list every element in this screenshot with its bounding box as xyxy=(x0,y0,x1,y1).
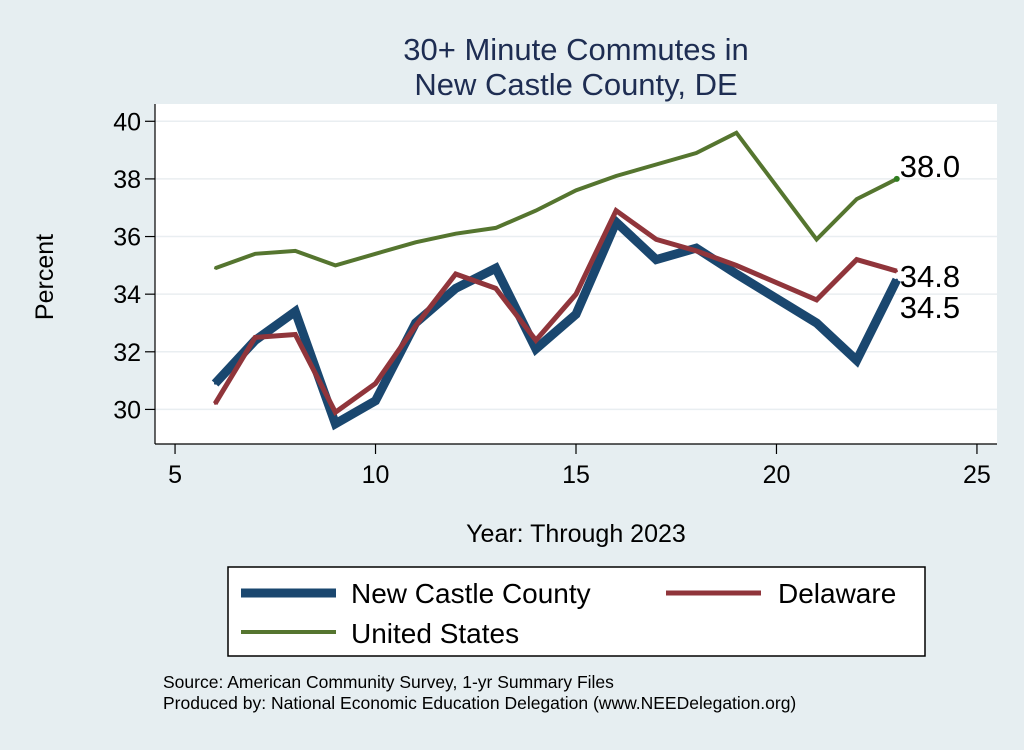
point-united-states-11 xyxy=(414,241,417,244)
point-new-castle-county-9 xyxy=(334,422,337,426)
point-united-states-19 xyxy=(735,131,738,135)
point-delaware-8 xyxy=(294,333,297,336)
legend-label-united-states: United States xyxy=(351,618,519,649)
point-delaware-15 xyxy=(574,292,578,296)
point-united-states-10 xyxy=(374,252,377,256)
point-new-castle-county-17 xyxy=(654,258,658,261)
legend-box xyxy=(227,566,926,657)
x-tick-label-15: 15 xyxy=(562,461,590,489)
point-united-states-15 xyxy=(574,189,578,192)
y-tick-label-30: 30 xyxy=(113,396,141,424)
source-note: Source: American Community Survey, 1-yr … xyxy=(163,672,614,692)
point-new-castle-county-13 xyxy=(494,267,498,270)
legend-label-new-castle-county: New Castle County xyxy=(351,578,591,609)
point-delaware-14 xyxy=(534,339,538,342)
y-tick-label-38: 38 xyxy=(113,166,141,194)
point-united-states-9 xyxy=(334,264,337,267)
end-labels: 38.0 34.834.5 xyxy=(893,149,960,325)
point-united-states-17 xyxy=(654,163,658,166)
point-new-castle-county-21 xyxy=(815,321,818,325)
point-united-states-16 xyxy=(614,174,618,178)
point-new-castle-county-19 xyxy=(735,272,738,276)
y-tick-label-32: 32 xyxy=(113,339,141,367)
point-united-states-7 xyxy=(254,252,257,256)
point-new-castle-county-15 xyxy=(574,313,578,316)
point-new-castle-county-16 xyxy=(614,220,618,224)
x-tick-label-20: 20 xyxy=(763,461,791,489)
point-delaware-16 xyxy=(614,209,618,212)
point-delaware-21 xyxy=(815,298,818,302)
produced-by-note: Produced by: National Economic Education… xyxy=(163,693,796,713)
point-new-castle-county-14 xyxy=(534,347,538,351)
point-united-states-14 xyxy=(534,209,538,212)
point-united-states-21 xyxy=(815,238,818,241)
point-delaware-23 xyxy=(895,269,898,273)
plot-area xyxy=(155,104,997,444)
point-delaware-9 xyxy=(334,411,337,414)
point-delaware-10 xyxy=(374,382,377,385)
x-tick-label-10: 10 xyxy=(362,461,390,489)
chart-title-line-2: New Castle County, DE xyxy=(414,67,737,102)
point-united-states-18 xyxy=(695,151,698,155)
point-delaware-6 xyxy=(213,402,217,405)
point-new-castle-county-8 xyxy=(294,310,297,313)
y-tick-label-36: 36 xyxy=(113,224,141,252)
y-axis-title: Percent xyxy=(31,234,59,320)
point-delaware-19 xyxy=(735,264,738,267)
point-new-castle-county-10 xyxy=(374,399,377,402)
end-label-delaware: 34.8 xyxy=(900,259,960,294)
series-lines xyxy=(211,130,901,431)
point-united-states-6 xyxy=(213,267,217,270)
point-new-castle-county-6 xyxy=(213,382,217,385)
end-label-new-castle-county: 34.5 xyxy=(900,290,960,325)
point-new-castle-county-12 xyxy=(454,287,457,290)
end-label-united-states: 38.0 xyxy=(900,149,960,184)
point-delaware-11 xyxy=(414,324,417,328)
point-united-states-8 xyxy=(294,249,297,253)
point-united-states-13 xyxy=(494,226,498,230)
point-delaware-13 xyxy=(494,287,498,290)
point-delaware-7 xyxy=(254,336,257,339)
point-new-castle-county-23 xyxy=(895,278,898,281)
x-axis-title: Year: Through 2023 xyxy=(466,520,686,548)
point-new-castle-county-22 xyxy=(855,359,858,362)
point-delaware-18 xyxy=(695,249,698,253)
y-tick-label-40: 40 xyxy=(113,108,141,136)
legend-label-delaware: Delaware xyxy=(778,578,896,609)
us-end-marker xyxy=(893,175,900,182)
chart-title-line-1: 30+ Minute Commutes in xyxy=(403,32,748,67)
point-united-states-22 xyxy=(855,197,858,201)
y-tick-label-34: 34 xyxy=(113,281,141,309)
point-delaware-12 xyxy=(454,272,457,276)
point-delaware-22 xyxy=(855,258,858,261)
point-united-states-12 xyxy=(454,232,457,235)
legend: New Castle County Delaware United States xyxy=(227,566,926,657)
x-tick-label-5: 5 xyxy=(168,461,182,489)
x-tick-label-25: 25 xyxy=(963,461,991,489)
axes: 30 32 34 36 38 40 5 10 15 20 25 xyxy=(113,104,997,489)
point-delaware-17 xyxy=(654,238,658,241)
